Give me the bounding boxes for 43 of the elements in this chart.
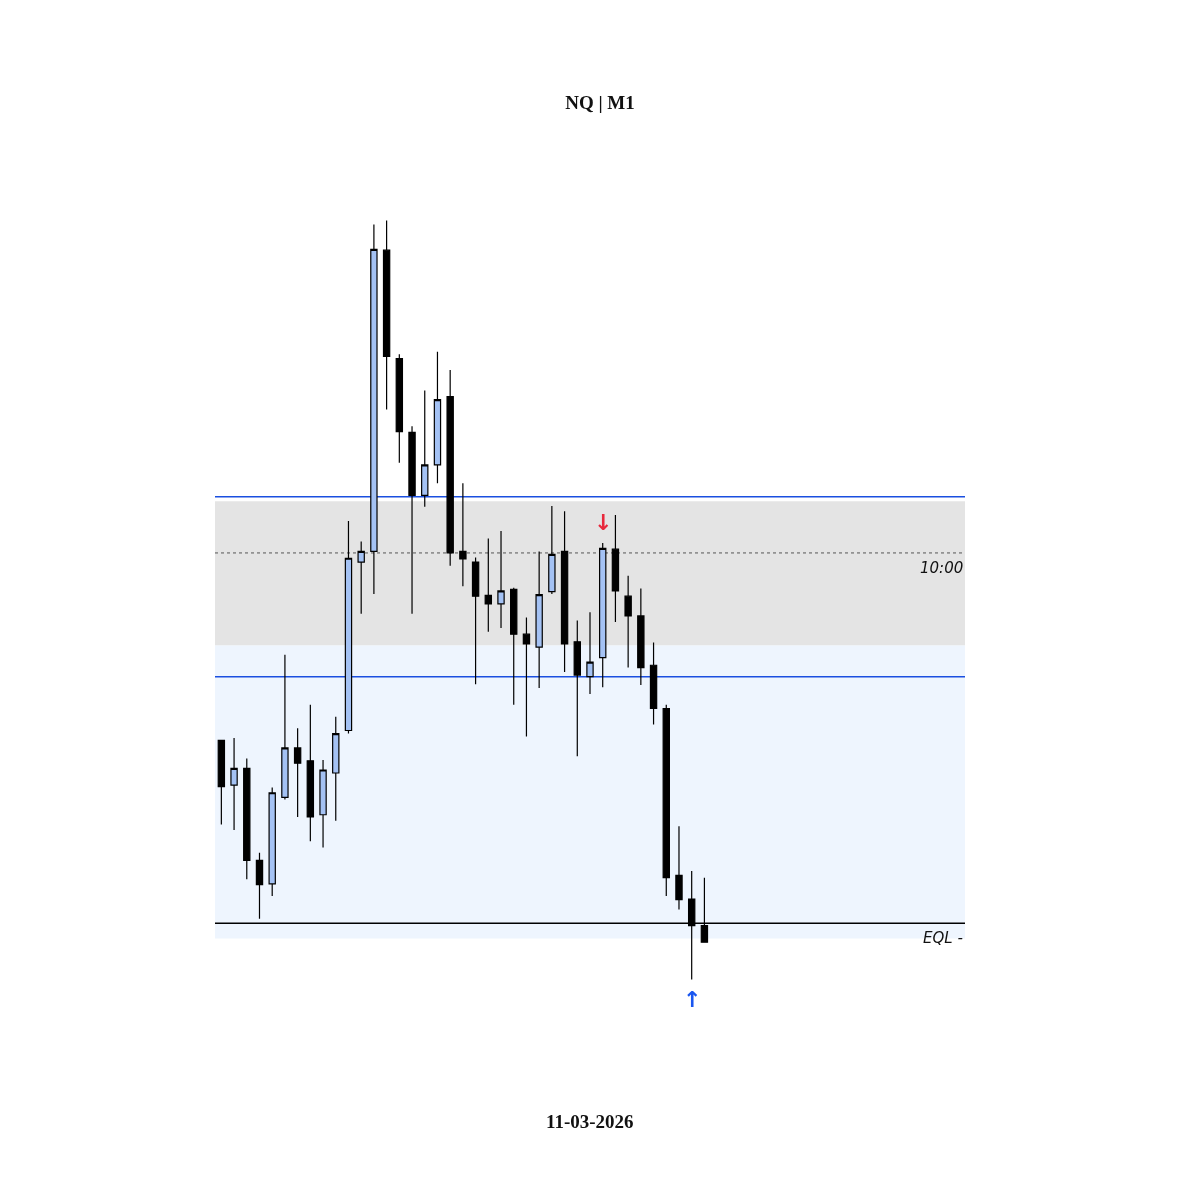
candlestick <box>433 351 442 484</box>
text: ↓ <box>594 510 613 535</box>
candlestick <box>522 616 531 738</box>
candlestick <box>357 540 365 615</box>
candlestick <box>395 353 404 464</box>
candlestick <box>662 704 670 897</box>
candlestick <box>421 389 429 508</box>
candlestick <box>637 588 645 686</box>
candlestick <box>255 852 264 920</box>
candlestick <box>408 425 416 615</box>
ref-line-label: EQL - <box>923 929 963 947</box>
annotation: 10:00 <box>920 559 964 577</box>
candlestick <box>611 514 620 623</box>
candlestick <box>382 219 391 411</box>
candlestick <box>217 739 226 826</box>
candlestick <box>510 587 518 706</box>
candlestick <box>281 654 289 801</box>
candlestick <box>459 482 467 587</box>
candlestick <box>548 505 556 595</box>
candlestick <box>497 530 505 629</box>
candlestick <box>484 537 493 633</box>
candlestick <box>586 611 594 695</box>
candlestick <box>230 737 238 831</box>
candlestick <box>535 550 543 689</box>
candlestick <box>370 223 378 595</box>
candlestick <box>624 575 632 669</box>
candlestick <box>332 716 340 822</box>
candlestick <box>471 556 480 685</box>
candlestick <box>268 786 276 897</box>
chart-title: NQ | M1 <box>565 92 635 114</box>
candlestick <box>599 542 607 688</box>
candlestick <box>446 369 454 567</box>
candlestick <box>560 510 569 673</box>
candlestick <box>293 727 302 818</box>
candlestick <box>675 825 683 911</box>
text: 11-03-2026 <box>546 1111 634 1132</box>
candlestick <box>344 520 353 735</box>
candlestick <box>573 619 581 757</box>
candlestick <box>649 641 658 726</box>
candlestick <box>319 759 327 848</box>
candlestick <box>306 704 315 842</box>
text: ↑ <box>683 987 702 1012</box>
candlestick <box>243 757 251 880</box>
